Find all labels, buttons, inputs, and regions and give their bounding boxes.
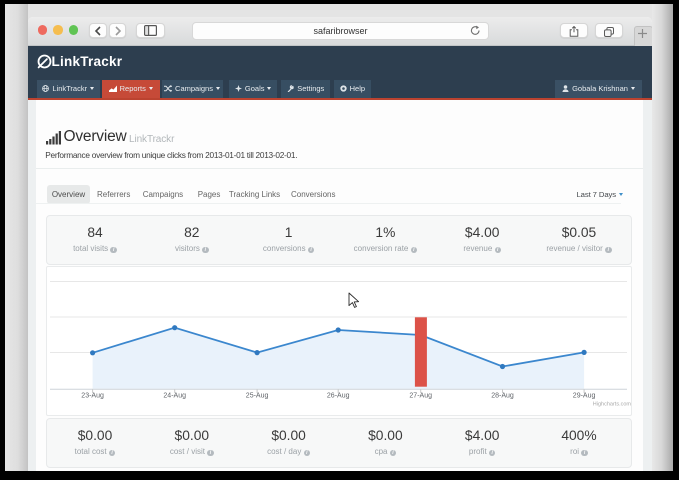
svg-text:24-Aug: 24-Aug xyxy=(163,392,186,399)
svg-text:Highcharts.com: Highcharts.com xyxy=(592,401,630,407)
svg-text:27-Aug: 27-Aug xyxy=(409,392,432,399)
svg-text:29-Aug: 29-Aug xyxy=(572,392,595,399)
svg-text:28-Aug: 28-Aug xyxy=(491,392,514,399)
svg-text:25-Aug: 25-Aug xyxy=(245,392,268,399)
svg-text:26-Aug: 26-Aug xyxy=(327,392,350,399)
svg-text:23-Aug: 23-Aug xyxy=(81,392,104,399)
